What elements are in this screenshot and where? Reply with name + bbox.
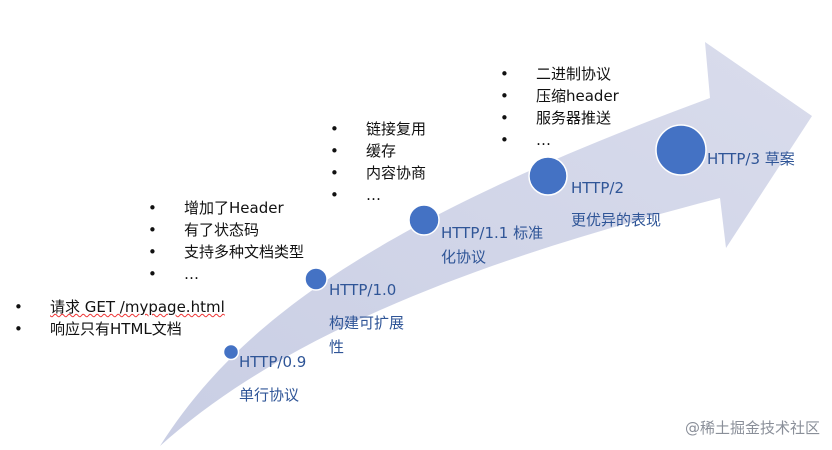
feature-item: 支持多种文档类型 (148, 241, 304, 263)
feature-item: 内容协商 (330, 162, 426, 184)
node-http09 (222, 343, 240, 361)
feature-item: 压缩header (500, 85, 619, 107)
node-http10 (304, 267, 328, 291)
feature-item: … (148, 263, 304, 285)
feature-item: 有了状态码 (148, 219, 304, 241)
node-http3 (655, 124, 707, 176)
http2-label: HTTP/2 (571, 179, 624, 197)
http09-features: 请求 GET /mypage.html 响应只有HTML文档 (14, 296, 225, 340)
curved-arrow-shape (160, 42, 812, 446)
feature-item: 服务器推送 (500, 107, 619, 129)
http11-label: HTTP/1.1 标准化协议 (441, 224, 544, 266)
feature-item: 请求 GET /mypage.html (14, 296, 225, 318)
feature-item: 响应只有HTML文档 (14, 318, 225, 340)
http3-label: HTTP/3 草案 (707, 150, 795, 168)
feature-item: 二进制协议 (500, 63, 619, 85)
http11-features: 链接复用 缓存 内容协商 … (330, 118, 426, 206)
http10-desc: 构建可扩展性 (329, 314, 405, 356)
http09-label: HTTP/0.9 (239, 353, 307, 371)
http2-desc: 更优异的表现 (571, 211, 662, 229)
http2-features: 二进制协议 压缩header 服务器推送 … (500, 63, 619, 151)
node-http2 (528, 156, 568, 196)
http10-features: 增加了Header 有了状态码 支持多种文档类型 … (148, 197, 304, 285)
feature-item: 链接复用 (330, 118, 426, 140)
feature-item: … (330, 184, 426, 206)
feature-item: 增加了Header (148, 197, 304, 219)
http10-label: HTTP/1.0 (329, 281, 397, 299)
feature-item: 缓存 (330, 140, 426, 162)
watermark: @稀土掘金技术社区 (684, 419, 820, 437)
feature-item: … (500, 129, 619, 151)
node-http11 (408, 204, 440, 236)
http09-desc: 单行协议 (239, 386, 300, 404)
